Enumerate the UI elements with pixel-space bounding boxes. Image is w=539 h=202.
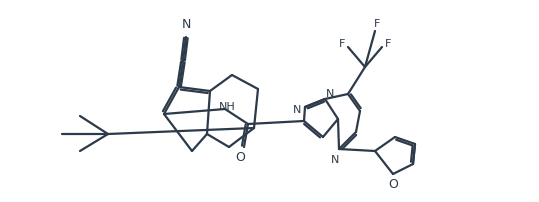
Text: N: N <box>326 88 334 99</box>
Text: F: F <box>385 39 391 49</box>
Text: O: O <box>388 178 398 190</box>
Text: O: O <box>235 151 245 164</box>
Text: F: F <box>374 19 380 29</box>
Text: N: N <box>331 154 339 164</box>
Text: F: F <box>339 39 345 49</box>
Text: NH: NH <box>219 101 236 112</box>
Text: N: N <box>181 18 191 31</box>
Text: N: N <box>293 104 301 115</box>
